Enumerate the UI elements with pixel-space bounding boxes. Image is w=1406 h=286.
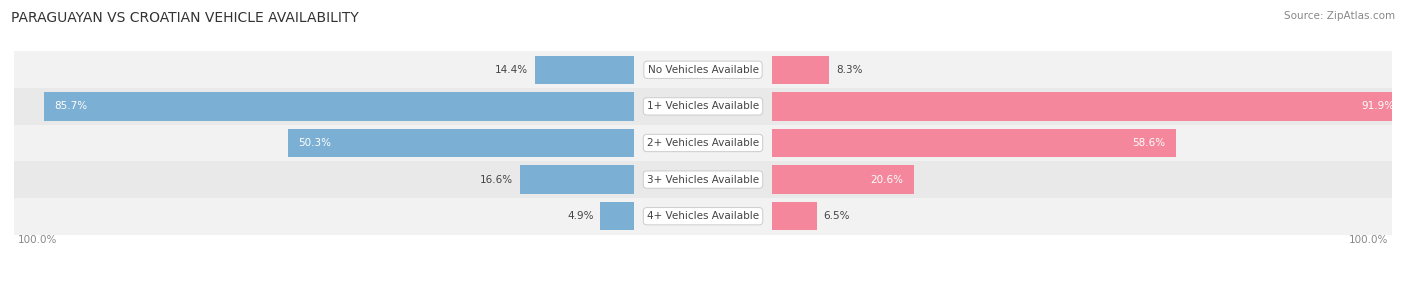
Bar [520,165,634,194]
Bar [772,129,1175,157]
Bar [14,88,1392,125]
Bar [600,202,634,231]
Text: 14.4%: 14.4% [495,65,529,75]
Text: PARAGUAYAN VS CROATIAN VEHICLE AVAILABILITY: PARAGUAYAN VS CROATIAN VEHICLE AVAILABIL… [11,11,359,25]
Bar [14,161,1392,198]
Text: 16.6%: 16.6% [479,175,513,184]
Bar [14,198,1392,235]
Text: 20.6%: 20.6% [870,175,904,184]
Text: 3+ Vehicles Available: 3+ Vehicles Available [647,175,759,184]
Text: 100.0%: 100.0% [17,235,56,245]
Text: 6.5%: 6.5% [824,211,851,221]
Bar [534,55,634,84]
Bar [288,129,634,157]
Text: Source: ZipAtlas.com: Source: ZipAtlas.com [1284,11,1395,21]
Text: 91.9%: 91.9% [1361,102,1395,111]
Bar [772,92,1405,121]
Bar [772,165,914,194]
Text: 2+ Vehicles Available: 2+ Vehicles Available [647,138,759,148]
Text: 50.3%: 50.3% [298,138,330,148]
Text: 85.7%: 85.7% [53,102,87,111]
Text: 8.3%: 8.3% [837,65,862,75]
Text: 58.6%: 58.6% [1132,138,1166,148]
Text: No Vehicles Available: No Vehicles Available [648,65,758,75]
Bar [14,125,1392,161]
Text: 4.9%: 4.9% [567,211,593,221]
Text: 1+ Vehicles Available: 1+ Vehicles Available [647,102,759,111]
Text: 100.0%: 100.0% [1350,235,1389,245]
Bar [44,92,634,121]
Bar [14,51,1392,88]
Bar [772,55,830,84]
Bar [772,202,817,231]
Text: 4+ Vehicles Available: 4+ Vehicles Available [647,211,759,221]
